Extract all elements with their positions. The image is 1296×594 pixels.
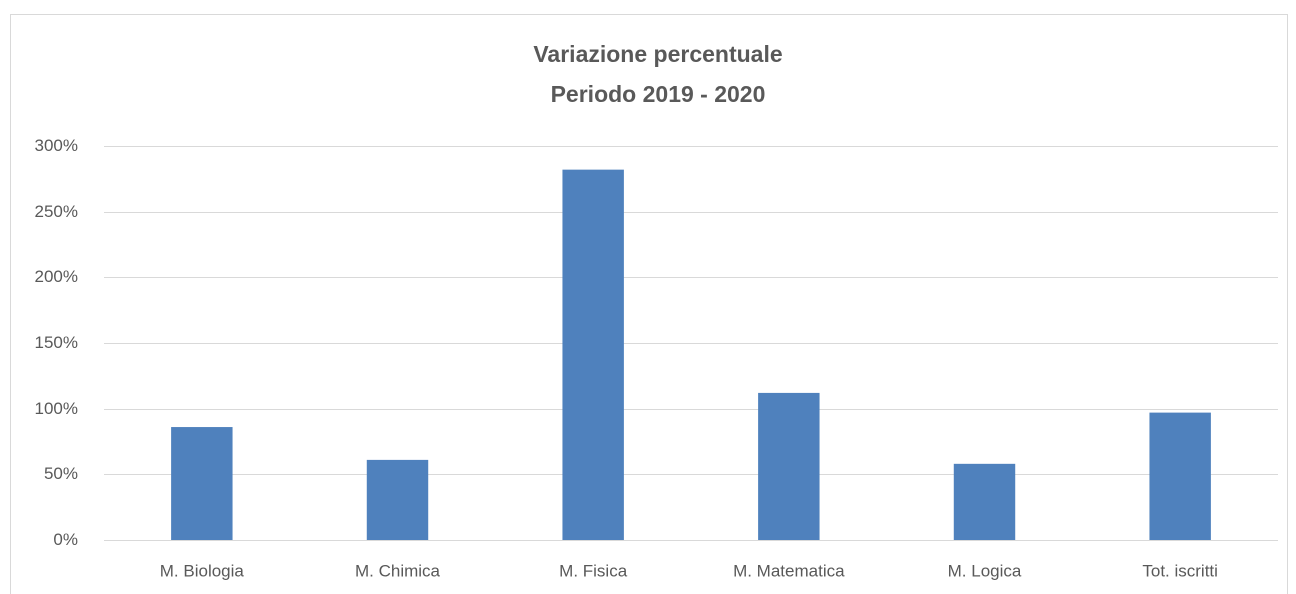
x-tick-label: M. Chimica xyxy=(355,561,441,580)
bar xyxy=(1149,412,1211,540)
x-tick-label: M. Biologia xyxy=(160,561,245,580)
y-tick-label: 150% xyxy=(35,333,78,352)
y-tick-label: 250% xyxy=(35,202,78,221)
chart-subtitle: Periodo 2019 - 2020 xyxy=(551,81,766,107)
bar xyxy=(953,463,1016,540)
chart-title: Variazione percentuale xyxy=(533,41,782,67)
y-tick-label: 50% xyxy=(44,464,78,483)
bar xyxy=(171,427,233,540)
chart-border xyxy=(10,14,1288,594)
x-tick-label: M. Logica xyxy=(948,561,1022,580)
y-tick-label: 300% xyxy=(35,136,78,155)
x-tick-label: Tot. iscritti xyxy=(1142,561,1218,580)
y-tick-label: 100% xyxy=(35,399,78,418)
x-tick-label: M. Fisica xyxy=(559,561,628,580)
x-tick-label: M. Matematica xyxy=(733,561,845,580)
y-tick-label: 0% xyxy=(53,530,78,549)
y-tick-label: 200% xyxy=(35,267,78,286)
bar xyxy=(562,169,624,540)
bar xyxy=(366,459,429,540)
bar xyxy=(758,392,820,540)
